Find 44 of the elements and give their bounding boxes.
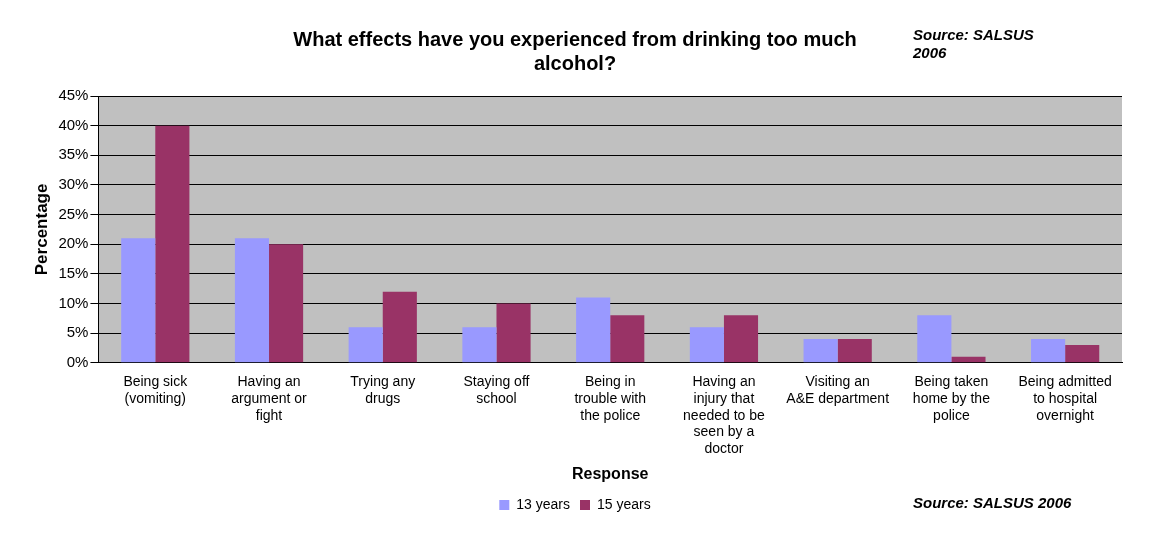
y-tick-label: 15% (58, 264, 89, 282)
bar (576, 297, 611, 363)
x-tick-label: Being in trouble with the police (574, 373, 647, 423)
bar (837, 339, 872, 363)
bar (723, 315, 759, 363)
bar (462, 327, 497, 363)
y-tick-label: 40% (58, 115, 89, 133)
x-tick-label: Having an argument or fight (231, 373, 308, 423)
y-axis-title: Percentage (31, 183, 51, 276)
y-tick-label: 35% (58, 145, 89, 163)
x-tick-label: Being admitted to hospital overnight (1018, 373, 1112, 423)
legend-label: 15 years (597, 495, 651, 512)
bar (689, 327, 724, 363)
x-tick-label: Having an injury that needed to be seen by a doctor (683, 373, 766, 457)
y-tick-label: 45% (58, 86, 89, 104)
x-tick-label: Being taken home by the police (912, 373, 991, 423)
bar (1065, 345, 1100, 363)
bar (121, 238, 156, 363)
source-note: Source: SALSUS 2006 (912, 26, 1034, 62)
bar (1031, 339, 1066, 363)
x-tick-label: Being sick (vomiting) (123, 373, 189, 406)
bar (269, 244, 304, 363)
bar (951, 356, 986, 363)
y-tick-label: 5% (66, 323, 89, 341)
bar (803, 339, 838, 363)
bar (382, 291, 417, 363)
x-tick-label: Trying any drugs (350, 373, 416, 406)
chart-title: What effects have you experienced from drinking too much alcohol? (293, 27, 857, 74)
bar (496, 303, 531, 363)
x-axis-title: Response (571, 464, 649, 482)
y-tick-label: 0% (66, 352, 89, 370)
y-tick-label: 30% (58, 175, 89, 193)
x-tick-label: Staying off school (463, 373, 530, 406)
bar (155, 125, 190, 363)
bar (610, 315, 645, 363)
legend-label: 13 years (516, 495, 571, 512)
bar (234, 238, 270, 363)
y-tick-label: 25% (58, 204, 89, 222)
y-tick-label: 20% (58, 234, 89, 252)
y-tick-label: 10% (58, 293, 89, 311)
bar (917, 315, 952, 363)
bar (348, 327, 383, 363)
source-note: Source: SALSUS 2006 (913, 494, 1073, 512)
x-tick-label: Visiting an A&E department (786, 373, 890, 406)
